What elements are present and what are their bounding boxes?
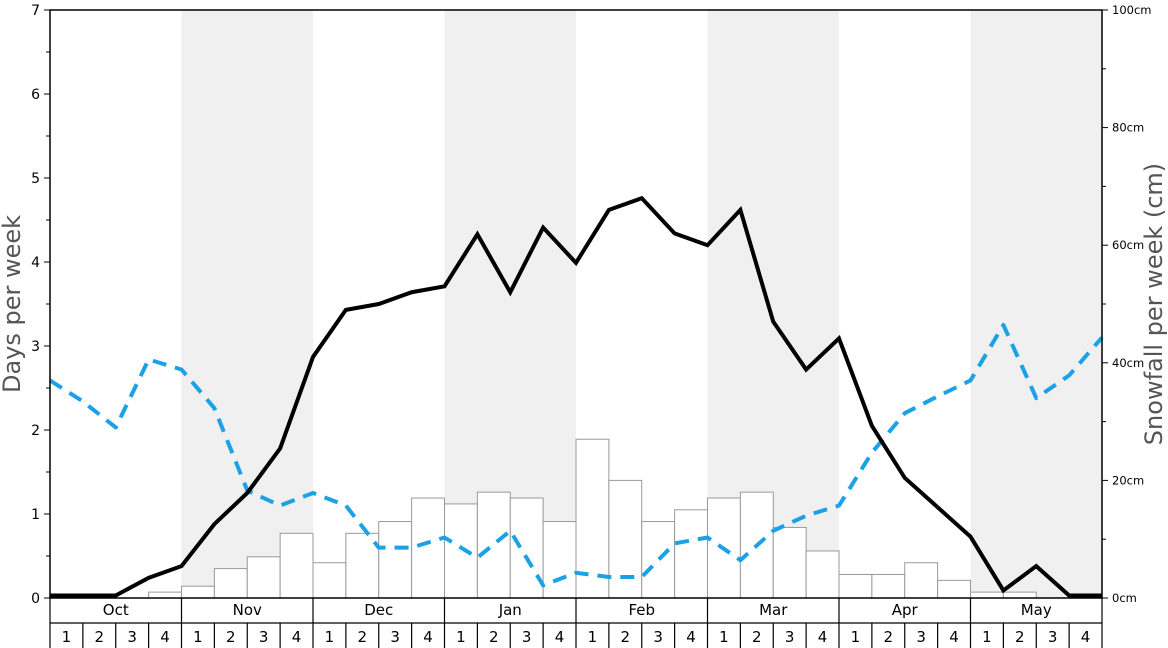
week-label: 3 xyxy=(390,628,400,646)
snowfall-bar-19 xyxy=(674,509,708,599)
week-label: 3 xyxy=(653,628,663,646)
snowfall-bar-8 xyxy=(312,562,347,599)
week-label: 4 xyxy=(1081,628,1091,646)
week-label: 4 xyxy=(160,628,170,646)
month-label-oct: Oct xyxy=(103,601,129,619)
month-label-feb: Feb xyxy=(628,601,655,619)
right-axis: 0cm 20cm 40cm 60cm 80cm 100cm xyxy=(1102,3,1151,605)
week-label: 4 xyxy=(555,628,565,646)
snowfall-bar-27 xyxy=(937,579,971,599)
month-label-may: May xyxy=(1021,601,1052,619)
snowfall-bar-29 xyxy=(1002,591,1037,599)
month-axis: Oct Nov Dec Jan Feb Mar Apr May xyxy=(49,598,1103,624)
snowfall-bar-26 xyxy=(904,562,939,599)
week-label: 2 xyxy=(884,628,894,646)
snowfall-bar-5 xyxy=(213,568,248,599)
days-series-line xyxy=(50,195,1102,598)
left-tick-label: 0 xyxy=(31,591,40,607)
snowfall-bar-18 xyxy=(641,521,676,599)
left-tick-label: 7 xyxy=(31,3,40,19)
week-label: 2 xyxy=(489,628,499,646)
week-label: 1 xyxy=(456,628,466,646)
week-label: 1 xyxy=(193,628,203,646)
week-label: 2 xyxy=(358,628,368,646)
right-tick-label: 20cm xyxy=(1112,473,1144,487)
month-label-dec: Dec xyxy=(364,601,393,619)
week-label: 3 xyxy=(1048,628,1058,646)
snowfall-bar-15 xyxy=(542,521,577,599)
week-label: 1 xyxy=(719,628,729,646)
dashed-series-line xyxy=(48,323,1104,588)
snowfall-bar-6 xyxy=(246,556,281,599)
left-tick-label: 2 xyxy=(31,423,40,439)
data-lines xyxy=(48,195,1104,598)
week-label: 2 xyxy=(1015,628,1025,646)
week-label: 4 xyxy=(949,628,959,646)
week-label: 2 xyxy=(226,628,236,646)
left-tick-label: 4 xyxy=(31,255,40,271)
week-label: 4 xyxy=(423,628,433,646)
snowfall-bar-4 xyxy=(181,585,215,599)
right-tick-label: 40cm xyxy=(1112,356,1144,370)
left-axis: 0 1 2 3 4 5 6 7 xyxy=(31,3,50,607)
right-tick-label: 100cm xyxy=(1112,3,1151,17)
right-tick-label: 0cm xyxy=(1112,591,1137,605)
week-label: 2 xyxy=(621,628,631,646)
week-label: 4 xyxy=(292,628,302,646)
week-label: 3 xyxy=(522,628,532,646)
week-label: 4 xyxy=(686,628,696,646)
month-label-nov: Nov xyxy=(233,601,262,619)
month-label-mar: Mar xyxy=(759,601,788,619)
week-label: 4 xyxy=(818,628,828,646)
left-tick-label: 1 xyxy=(31,507,40,523)
week-label: 3 xyxy=(785,628,795,646)
snowfall-bar-9 xyxy=(345,532,380,599)
snowfall-bar-22 xyxy=(772,526,807,599)
week-label: 3 xyxy=(916,628,926,646)
week-label: 2 xyxy=(95,628,105,646)
snowfall-bar-10 xyxy=(378,521,413,599)
week-label: 3 xyxy=(259,628,269,646)
snowfall-bar-7 xyxy=(279,532,314,599)
month-shade-may xyxy=(970,10,1102,598)
snowfall-bar-13 xyxy=(476,491,511,599)
snowfall-bar-17 xyxy=(608,479,643,599)
left-axis-title: Days per week xyxy=(0,215,26,393)
right-axis-title: Snowfall per week (cm) xyxy=(1140,163,1168,445)
snowfall-bar-28 xyxy=(970,591,1004,599)
right-tick-label: 60cm xyxy=(1112,238,1144,252)
week-label: 1 xyxy=(325,628,335,646)
snowfall-bar-11 xyxy=(411,497,445,599)
month-shading xyxy=(181,10,1102,598)
left-tick-label: 6 xyxy=(31,87,40,103)
week-label: 1 xyxy=(851,628,861,646)
week-label: 3 xyxy=(127,628,137,646)
snowfall-bar-12 xyxy=(444,503,478,599)
week-label: 1 xyxy=(588,628,598,646)
month-label-apr: Apr xyxy=(892,601,919,619)
snowfall-bar-25 xyxy=(871,573,906,599)
month-shade-nov xyxy=(181,10,313,598)
week-axis: 1 2 3 4 1 2 3 4 1 2 3 4 1 2 3 4 1 2 3 4 1 2 3 4 1 2 3 4 1 2 3 4 xyxy=(49,623,1103,648)
right-tick-label: 80cm xyxy=(1112,121,1144,135)
snowfall-bar-24 xyxy=(838,573,873,599)
week-label: 1 xyxy=(982,628,992,646)
left-tick-label: 5 xyxy=(31,171,40,187)
month-label-jan: Jan xyxy=(498,601,522,619)
snowfall-bar-3 xyxy=(148,591,182,599)
snowfall-bars xyxy=(148,438,1037,599)
left-tick-label: 3 xyxy=(31,339,40,355)
snowfall-bar-14 xyxy=(509,497,544,599)
week-label: 1 xyxy=(62,628,72,646)
snowfall-bar-23 xyxy=(805,550,840,599)
week-label: 2 xyxy=(752,628,762,646)
